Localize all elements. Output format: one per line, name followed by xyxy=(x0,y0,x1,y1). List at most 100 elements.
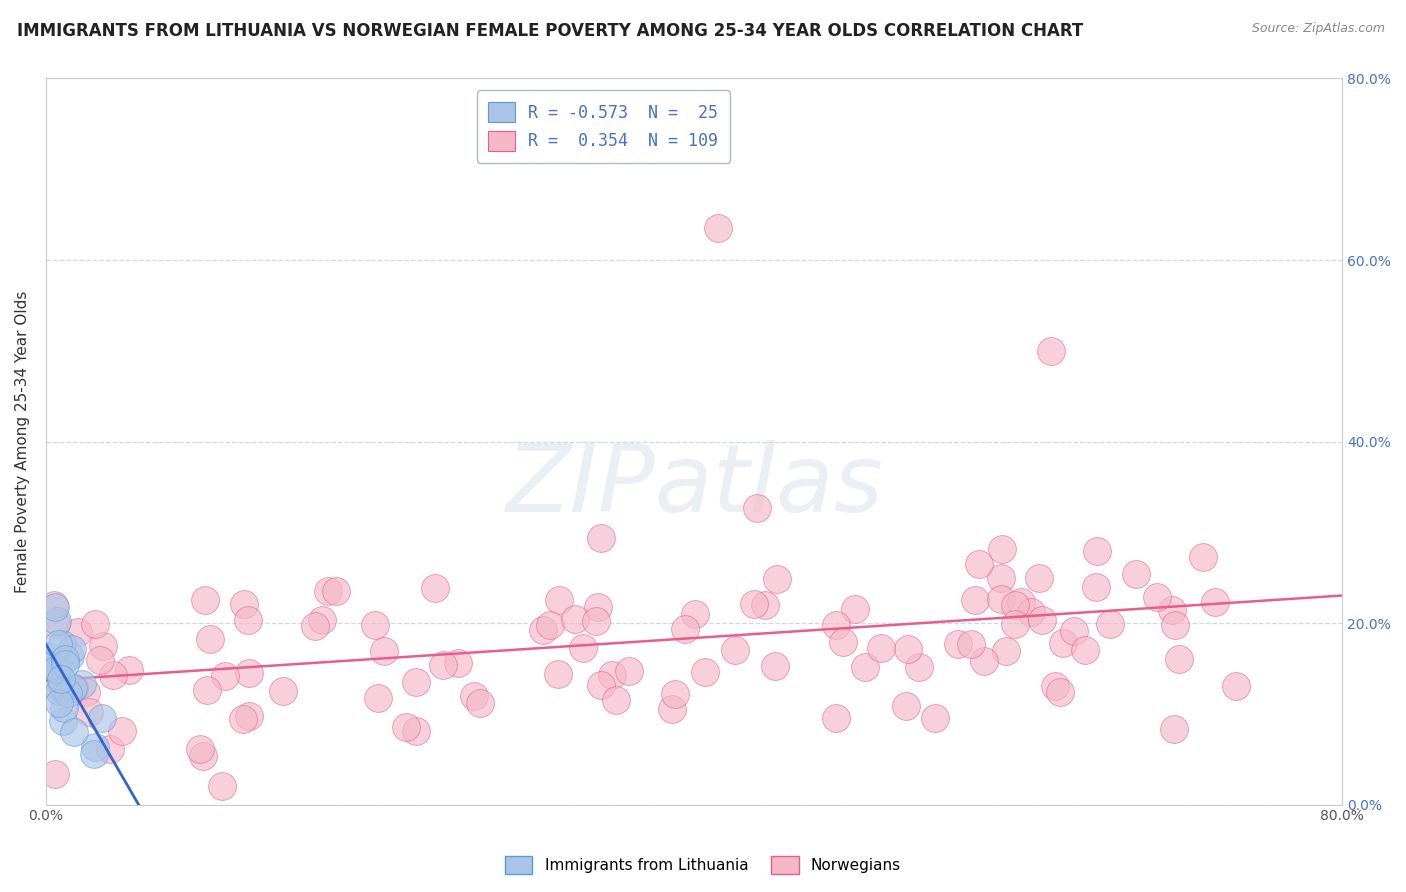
Point xyxy=(1163,722,1185,736)
Point xyxy=(572,641,595,656)
Point xyxy=(48,679,70,693)
Point xyxy=(51,637,73,651)
Point xyxy=(67,625,90,640)
Point xyxy=(188,741,211,756)
Point xyxy=(193,749,215,764)
Point xyxy=(605,693,627,707)
Point xyxy=(46,637,69,651)
Text: Source: ZipAtlas.com: Source: ZipAtlas.com xyxy=(1251,22,1385,36)
Point xyxy=(468,696,491,710)
Point xyxy=(990,592,1012,607)
Point xyxy=(48,684,70,698)
Point xyxy=(89,653,111,667)
Point xyxy=(238,709,260,723)
Point xyxy=(423,581,446,595)
Point xyxy=(1004,617,1026,632)
Point xyxy=(44,766,66,780)
Point xyxy=(617,664,640,678)
Point xyxy=(832,634,855,648)
Point xyxy=(214,669,236,683)
Point xyxy=(84,740,107,755)
Point xyxy=(897,642,920,657)
Point xyxy=(908,659,931,673)
Point xyxy=(661,702,683,716)
Point xyxy=(924,710,946,724)
Point xyxy=(44,599,66,614)
Point xyxy=(844,602,866,616)
Point xyxy=(1125,566,1147,581)
Point xyxy=(46,662,69,676)
Point xyxy=(1168,651,1191,665)
Point xyxy=(83,747,105,762)
Point xyxy=(91,639,114,653)
Point xyxy=(1204,594,1226,608)
Point xyxy=(59,648,82,663)
Point xyxy=(42,598,65,612)
Point xyxy=(1004,599,1026,613)
Point xyxy=(591,678,613,692)
Point xyxy=(60,642,83,657)
Point xyxy=(766,572,789,586)
Point xyxy=(965,593,987,607)
Point xyxy=(35,649,58,664)
Point xyxy=(673,622,696,636)
Point xyxy=(602,668,624,682)
Point xyxy=(1010,595,1032,609)
Point xyxy=(1039,343,1062,358)
Point xyxy=(763,658,786,673)
Point xyxy=(1164,617,1187,632)
Point xyxy=(547,592,569,607)
Point xyxy=(311,613,333,627)
Point xyxy=(591,532,613,546)
Point xyxy=(52,714,75,729)
Point xyxy=(1225,679,1247,693)
Point xyxy=(195,683,218,698)
Point xyxy=(198,632,221,647)
Point xyxy=(364,618,387,632)
Point xyxy=(1031,613,1053,627)
Point xyxy=(973,655,995,669)
Point xyxy=(1073,643,1095,657)
Point xyxy=(1098,617,1121,632)
Point xyxy=(405,675,427,690)
Point xyxy=(56,686,79,700)
Point xyxy=(53,657,76,671)
Point xyxy=(533,623,555,637)
Point xyxy=(39,659,62,673)
Point xyxy=(46,614,69,628)
Point xyxy=(62,681,84,696)
Point xyxy=(101,668,124,682)
Point xyxy=(463,689,485,703)
Point xyxy=(1192,549,1215,564)
Point xyxy=(194,593,217,607)
Point xyxy=(62,681,84,695)
Point xyxy=(754,598,776,612)
Legend: R = -0.573  N =  25, R =  0.354  N = 109: R = -0.573 N = 25, R = 0.354 N = 109 xyxy=(477,90,730,162)
Point xyxy=(373,644,395,658)
Point xyxy=(325,584,347,599)
Point xyxy=(51,678,73,692)
Point xyxy=(232,713,254,727)
Point xyxy=(967,557,990,571)
Point xyxy=(960,636,983,650)
Point xyxy=(588,599,610,614)
Point xyxy=(1085,544,1108,558)
Point xyxy=(870,641,893,656)
Point xyxy=(1049,684,1071,698)
Point xyxy=(990,541,1012,556)
Point xyxy=(1019,605,1042,619)
Point xyxy=(405,723,427,738)
Point xyxy=(316,583,339,598)
Point xyxy=(994,644,1017,658)
Point xyxy=(367,691,389,706)
Point xyxy=(853,659,876,673)
Text: ZIPatlas: ZIPatlas xyxy=(505,440,883,531)
Point xyxy=(745,500,768,515)
Point xyxy=(304,618,326,632)
Point xyxy=(77,705,100,719)
Point xyxy=(825,617,848,632)
Point xyxy=(238,666,260,681)
Point xyxy=(447,657,470,671)
Point xyxy=(1161,603,1184,617)
Point xyxy=(271,684,294,698)
